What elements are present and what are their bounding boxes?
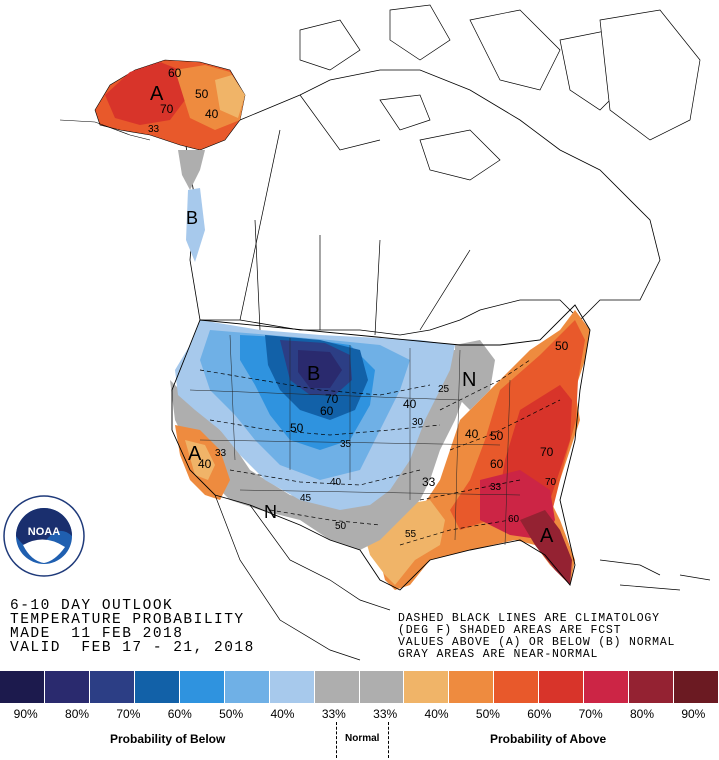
tick-label: 80% [65, 707, 90, 721]
colorbar-cell [179, 671, 225, 703]
label-se-70: 70 [540, 445, 554, 459]
label-pnw-B: B [186, 208, 198, 228]
colorbar-cell [44, 671, 90, 703]
label-alaska-40: 40 [205, 107, 219, 121]
label-alaska-33: 33 [148, 124, 160, 135]
tick-label: 70% [578, 707, 603, 721]
label-clim-50: 50 [335, 521, 347, 532]
label-alaska-70: 70 [160, 102, 174, 116]
colorbar-cell [0, 671, 45, 703]
label-se-33: 33 [490, 482, 502, 493]
note-line-2: (DEG F) SHADED AREAS ARE FCST [398, 624, 622, 637]
label-clim-30: 30 [412, 417, 424, 428]
label-plains-70: 70 [325, 392, 339, 406]
label-california-A: A [188, 443, 202, 465]
label-west-50: 50 [290, 421, 304, 435]
label-east-N: N [462, 369, 476, 391]
label-clim-70: 70 [545, 477, 557, 488]
title-line-4: VALID FEB 17 - 21, 2018 [10, 640, 255, 656]
note-line-4: GRAY AREAS ARE NEAR-NORMAL [398, 648, 599, 661]
label-mid-33: 33 [422, 475, 436, 489]
note-line-3: VALUES ABOVE (A) OR BELOW (B) NORMAL [398, 636, 676, 649]
colorbar-cell [674, 671, 719, 703]
title-block: 6-10 DAY OUTLOOK TEMPERATURE PROBABILITY M… [10, 598, 255, 656]
title-line-2: TEMPERATURE PROBABILITY [10, 612, 245, 628]
label-clim-40: 40 [330, 477, 342, 488]
label-clim-45: 45 [300, 493, 312, 504]
label-clim-35: 35 [340, 439, 352, 450]
canada-outline [184, 69, 661, 336]
below-caption: Probability of Below [110, 732, 226, 746]
tick-label: 50% [475, 707, 500, 721]
note-line-1: DASHED BLACK LINES ARE CLIMATOLOGY [398, 612, 660, 625]
normal-divider-left [336, 722, 337, 758]
colorbar-cell [404, 671, 450, 703]
label-alaska-60: 60 [168, 66, 182, 80]
label-alaska-50: 50 [195, 87, 209, 101]
label-ne-50: 50 [555, 339, 569, 353]
label-clim-60: 60 [508, 514, 520, 525]
tick-label: 70% [116, 707, 141, 721]
tick-label: 40% [270, 707, 295, 721]
tick-label: 33% [321, 707, 346, 721]
label-plains-B: B [307, 363, 320, 385]
title-line-1: 6-10 DAY OUTLOOK [10, 598, 174, 614]
colorbar-cell [224, 671, 270, 703]
noaa-logo: NOAA [3, 495, 85, 577]
label-california-40: 40 [198, 457, 212, 471]
label-se-40: 40 [465, 427, 479, 441]
colorbar-cell [269, 671, 315, 703]
title-line-3: MADE 11 FEB 2018 [10, 626, 184, 642]
tick-label: 90% [681, 707, 706, 721]
label-se-60: 60 [490, 457, 504, 471]
probability-colorbar [0, 671, 719, 703]
tick-label: 80% [629, 707, 654, 721]
logo-center-text: NOAA [28, 526, 60, 538]
label-plains-60: 60 [320, 404, 334, 418]
colorbar-cell [359, 671, 405, 703]
label-california-33: 33 [215, 448, 227, 459]
normal-caption: Normal [345, 733, 380, 744]
conus-normal-region [170, 350, 480, 550]
colorbar-cell [629, 671, 675, 703]
label-clim-25: 25 [438, 384, 450, 395]
label-clim-55: 55 [405, 529, 417, 540]
tick-label: 40% [424, 707, 449, 721]
colorbar-cell [584, 671, 630, 703]
tick-label: 60% [527, 707, 552, 721]
colorbar-cell [539, 671, 585, 703]
colorbar-cell [494, 671, 540, 703]
label-southwest-N: N [264, 502, 277, 522]
map-notes: DASHED BLACK LINES ARE CLIMATOLOGY (DEG F… [398, 613, 675, 661]
colorbar-cell [134, 671, 180, 703]
label-se-A: A [540, 525, 554, 547]
tick-label: 50% [219, 707, 244, 721]
label-se-50: 50 [490, 429, 504, 443]
label-mid-40: 40 [403, 397, 417, 411]
above-caption: Probability of Above [490, 732, 607, 746]
tick-label: 90% [13, 707, 38, 721]
colorbar-cell [449, 671, 495, 703]
normal-divider-right [388, 722, 389, 758]
colorbar-ticks: 90% 80% 70% 60% 50% 40% 33% 33% 40% 50% … [0, 707, 719, 723]
colorbar-cell [89, 671, 135, 703]
tick-label: 60% [167, 707, 192, 721]
label-alaska-A: A [150, 83, 164, 105]
tick-label: 33% [373, 707, 398, 721]
outlook-map: A 60 70 50 40 33 B B 70 60 50 40 33 N A … [59, 4, 711, 661]
colorbar-cell [314, 671, 360, 703]
